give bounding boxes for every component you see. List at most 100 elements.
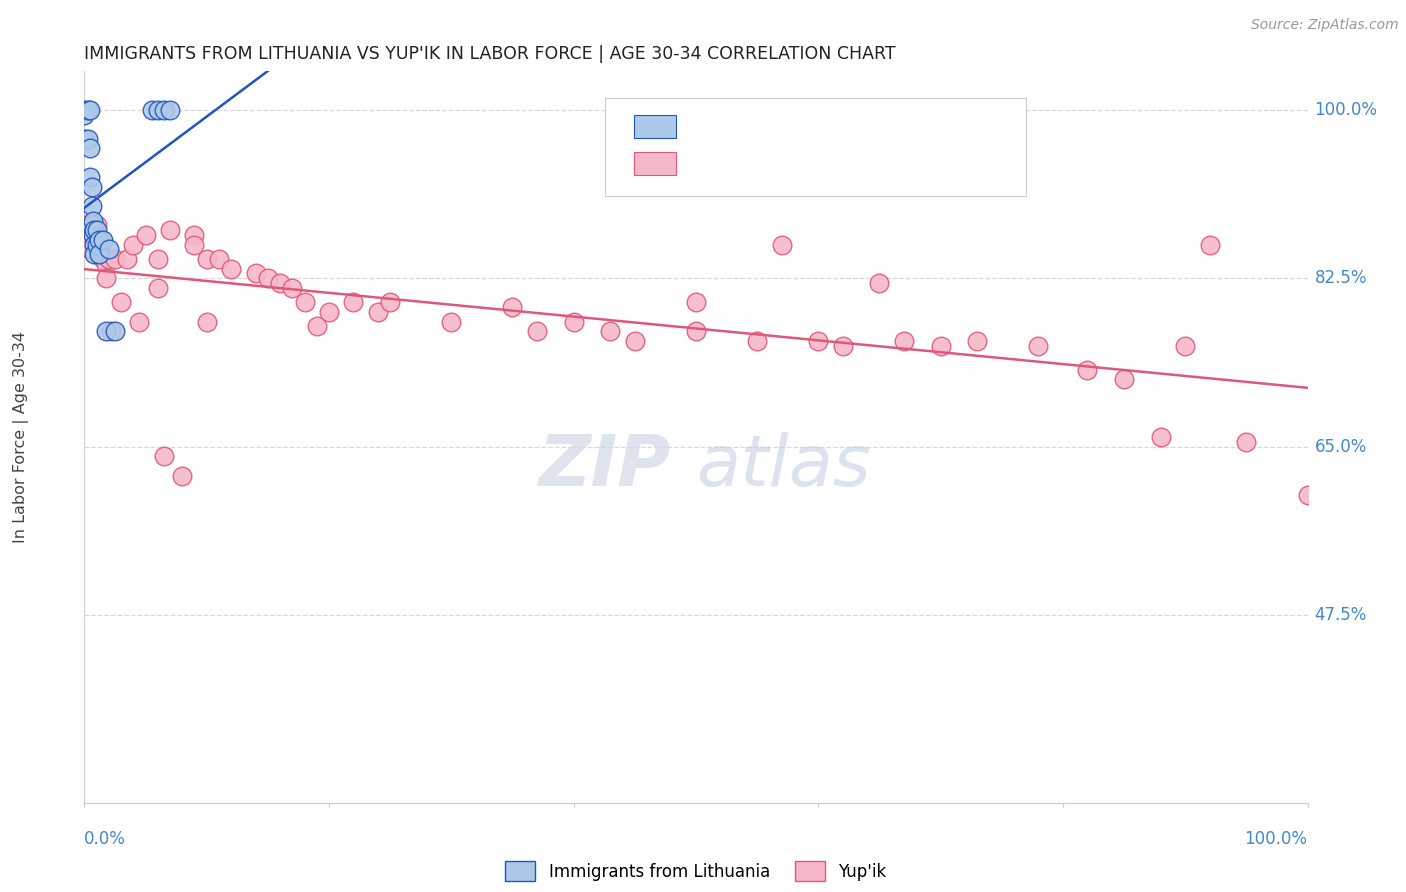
- Point: [77, 132, 100, 146]
- Point: [87, 233, 110, 247]
- Point: [562, 315, 585, 329]
- Point: [153, 103, 176, 117]
- Point: [172, 468, 194, 483]
- Point: [96, 257, 118, 271]
- Point: [79, 141, 101, 155]
- Point: [1296, 488, 1319, 502]
- Point: [747, 334, 769, 348]
- Text: IMMIGRANTS FROM LITHUANIA VS YUP'IK IN LABOR FORCE | AGE 30-34 CORRELATION CHART: IMMIGRANTS FROM LITHUANIA VS YUP'IK IN L…: [84, 45, 896, 62]
- Point: [83, 223, 105, 237]
- Point: [831, 339, 853, 353]
- Point: [97, 252, 120, 266]
- Point: [128, 315, 150, 329]
- Text: atlas: atlas: [696, 432, 870, 500]
- Point: [1028, 339, 1050, 353]
- Point: [87, 247, 110, 261]
- Point: [1234, 434, 1257, 449]
- Point: [73, 237, 96, 252]
- Point: [1150, 430, 1173, 444]
- Point: [269, 276, 291, 290]
- Point: [122, 237, 145, 252]
- Point: [294, 295, 316, 310]
- Point: [1198, 237, 1220, 252]
- Point: [1076, 362, 1098, 376]
- Point: [100, 324, 122, 338]
- Point: [281, 281, 304, 295]
- Point: [97, 243, 120, 257]
- Point: [79, 243, 101, 257]
- Point: [91, 252, 114, 266]
- Point: [1114, 372, 1136, 386]
- Point: [159, 103, 181, 117]
- Text: R = -0.251   N = 63: R = -0.251 N = 63: [689, 154, 866, 172]
- Point: [380, 295, 402, 310]
- Text: 0.0%: 0.0%: [84, 830, 127, 847]
- Point: [80, 199, 103, 213]
- Point: [685, 324, 707, 338]
- Point: [141, 103, 163, 117]
- Point: [110, 295, 132, 310]
- Point: [79, 103, 101, 117]
- Text: ZIP: ZIP: [540, 432, 672, 500]
- Point: [104, 324, 127, 338]
- Point: [83, 247, 105, 261]
- Point: [91, 233, 114, 247]
- Point: [929, 339, 952, 353]
- Point: [73, 103, 96, 117]
- Point: [869, 276, 891, 290]
- Text: 65.0%: 65.0%: [1315, 438, 1367, 456]
- Text: 82.5%: 82.5%: [1315, 269, 1367, 287]
- Point: [893, 334, 915, 348]
- Point: [77, 103, 100, 117]
- Point: [342, 295, 364, 310]
- Point: [195, 315, 218, 329]
- Point: [96, 271, 118, 285]
- Point: [82, 227, 104, 242]
- Point: [146, 103, 169, 117]
- Point: [183, 227, 205, 242]
- Text: 47.5%: 47.5%: [1315, 607, 1367, 624]
- Point: [135, 227, 157, 242]
- Point: [80, 179, 103, 194]
- Point: [79, 223, 101, 237]
- Point: [183, 237, 205, 252]
- Point: [257, 271, 280, 285]
- Point: [305, 319, 328, 334]
- Point: [73, 108, 96, 122]
- Point: [86, 237, 108, 252]
- Point: [83, 237, 105, 252]
- Point: [82, 213, 104, 227]
- Point: [104, 252, 127, 266]
- Point: [87, 243, 110, 257]
- Point: [219, 261, 242, 276]
- Point: [96, 324, 118, 338]
- Point: [146, 281, 169, 295]
- Point: [1174, 339, 1197, 353]
- Text: 100.0%: 100.0%: [1315, 101, 1378, 119]
- Point: [159, 223, 181, 237]
- Legend: Immigrants from Lithuania, Yup'ik: Immigrants from Lithuania, Yup'ik: [498, 853, 894, 889]
- Point: [526, 324, 548, 338]
- Point: [146, 252, 169, 266]
- Point: [73, 132, 96, 146]
- Point: [83, 223, 105, 237]
- Text: Source: ZipAtlas.com: Source: ZipAtlas.com: [1251, 18, 1399, 32]
- Point: [685, 295, 707, 310]
- Point: [770, 237, 793, 252]
- Point: [807, 334, 830, 348]
- Point: [115, 252, 138, 266]
- Point: [501, 300, 523, 314]
- Point: [195, 252, 218, 266]
- Point: [153, 450, 176, 464]
- Point: [86, 223, 108, 237]
- Text: 100.0%: 100.0%: [1244, 830, 1308, 847]
- Point: [966, 334, 988, 348]
- Point: [599, 324, 621, 338]
- Point: [245, 267, 267, 281]
- Text: In Labor Force | Age 30-34: In Labor Force | Age 30-34: [13, 331, 30, 543]
- Text: R =  0.517   N = 28: R = 0.517 N = 28: [689, 118, 865, 136]
- Point: [73, 219, 96, 233]
- Point: [86, 219, 108, 233]
- Point: [79, 170, 101, 185]
- Point: [440, 315, 463, 329]
